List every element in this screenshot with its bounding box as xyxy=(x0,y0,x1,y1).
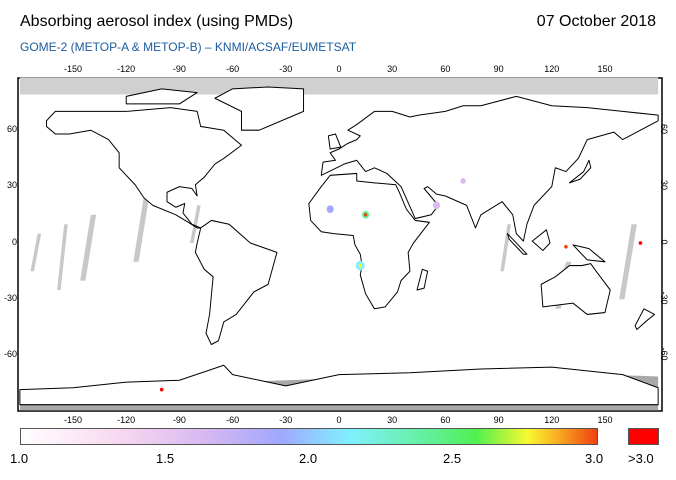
new-guinea xyxy=(572,244,606,263)
canadian-islands xyxy=(125,88,198,105)
lat-tick-left: 0 xyxy=(11,236,17,247)
lon-tick-top: -60 xyxy=(226,64,240,74)
lon-tick-bottom: -120 xyxy=(117,415,136,425)
colorbar xyxy=(20,428,598,445)
colorbar-label: 1.0 xyxy=(10,451,29,466)
lon-tick-top: -120 xyxy=(117,64,136,74)
map-date: 07 October 2018 xyxy=(536,13,656,30)
japan xyxy=(569,159,592,184)
world-map xyxy=(17,77,663,412)
borneo xyxy=(531,229,551,252)
lon-tick-bottom: 60 xyxy=(440,415,451,425)
coastlines xyxy=(19,86,659,406)
greenland xyxy=(214,86,305,131)
lon-tick-bottom: 0 xyxy=(336,415,342,425)
lon-tick-top: 30 xyxy=(387,64,398,74)
lon-tick-bottom: -30 xyxy=(279,415,293,425)
polar-gap-north xyxy=(19,77,659,95)
lon-tick-bottom: -150 xyxy=(63,415,82,425)
lon-tick-bottom: 120 xyxy=(544,415,560,425)
lon-tick-bottom: -60 xyxy=(226,415,240,425)
colorbar-overflow-swatch xyxy=(628,428,659,445)
map-title: Absorbing aerosol index (using PMDs) xyxy=(20,13,294,30)
sumatra xyxy=(506,233,528,255)
lon-tick-top: 150 xyxy=(597,64,613,74)
lat-tick-left: 30 xyxy=(6,180,17,191)
lon-tick-top: -90 xyxy=(172,64,186,74)
lat-tick-right: -30 xyxy=(659,291,669,305)
colorbar-label: 1.5 xyxy=(156,451,175,466)
new-zealand xyxy=(634,308,656,330)
lat-tick-left: -30 xyxy=(3,292,17,303)
lat-tick-left: -60 xyxy=(3,349,17,360)
africa xyxy=(308,172,430,310)
lat-tick-right: 30 xyxy=(659,180,669,191)
map-content xyxy=(19,77,659,411)
colorbar-label: 2.5 xyxy=(443,451,462,466)
great-britain xyxy=(327,133,342,150)
lon-tick-top: -30 xyxy=(279,64,293,74)
colorbar-overflow-label: >3.0 xyxy=(628,451,654,466)
lat-tick-left: 60 xyxy=(6,124,17,134)
madagascar xyxy=(416,268,429,291)
australia xyxy=(540,263,611,315)
colorbar-label: 2.0 xyxy=(299,451,318,466)
map-subtitle: GOME-2 (METOP-A & METOP-B) – KNMI/ACSAF/… xyxy=(20,40,357,54)
lon-tick-top: 120 xyxy=(544,64,560,74)
lat-tick-right: 60 xyxy=(659,123,669,134)
lon-tick-bottom: 30 xyxy=(387,415,398,425)
aerosol-signals xyxy=(159,178,643,392)
lon-tick-top: -150 xyxy=(63,64,82,74)
lat-tick-right: -60 xyxy=(659,347,669,361)
lat-tick-right: 0 xyxy=(659,239,669,245)
lon-tick-bottom: 90 xyxy=(493,415,504,425)
antarctica xyxy=(19,364,659,406)
lon-tick-top: 60 xyxy=(440,64,451,74)
lon-tick-top: 0 xyxy=(336,64,342,74)
north-america xyxy=(45,107,242,229)
south-america xyxy=(194,219,278,346)
lon-tick-bottom: 150 xyxy=(597,415,613,425)
lon-tick-top: 90 xyxy=(493,64,504,74)
colorbar-label: 3.0 xyxy=(585,451,604,466)
swath-gaps xyxy=(30,196,637,309)
lon-tick-bottom: -90 xyxy=(172,415,186,425)
